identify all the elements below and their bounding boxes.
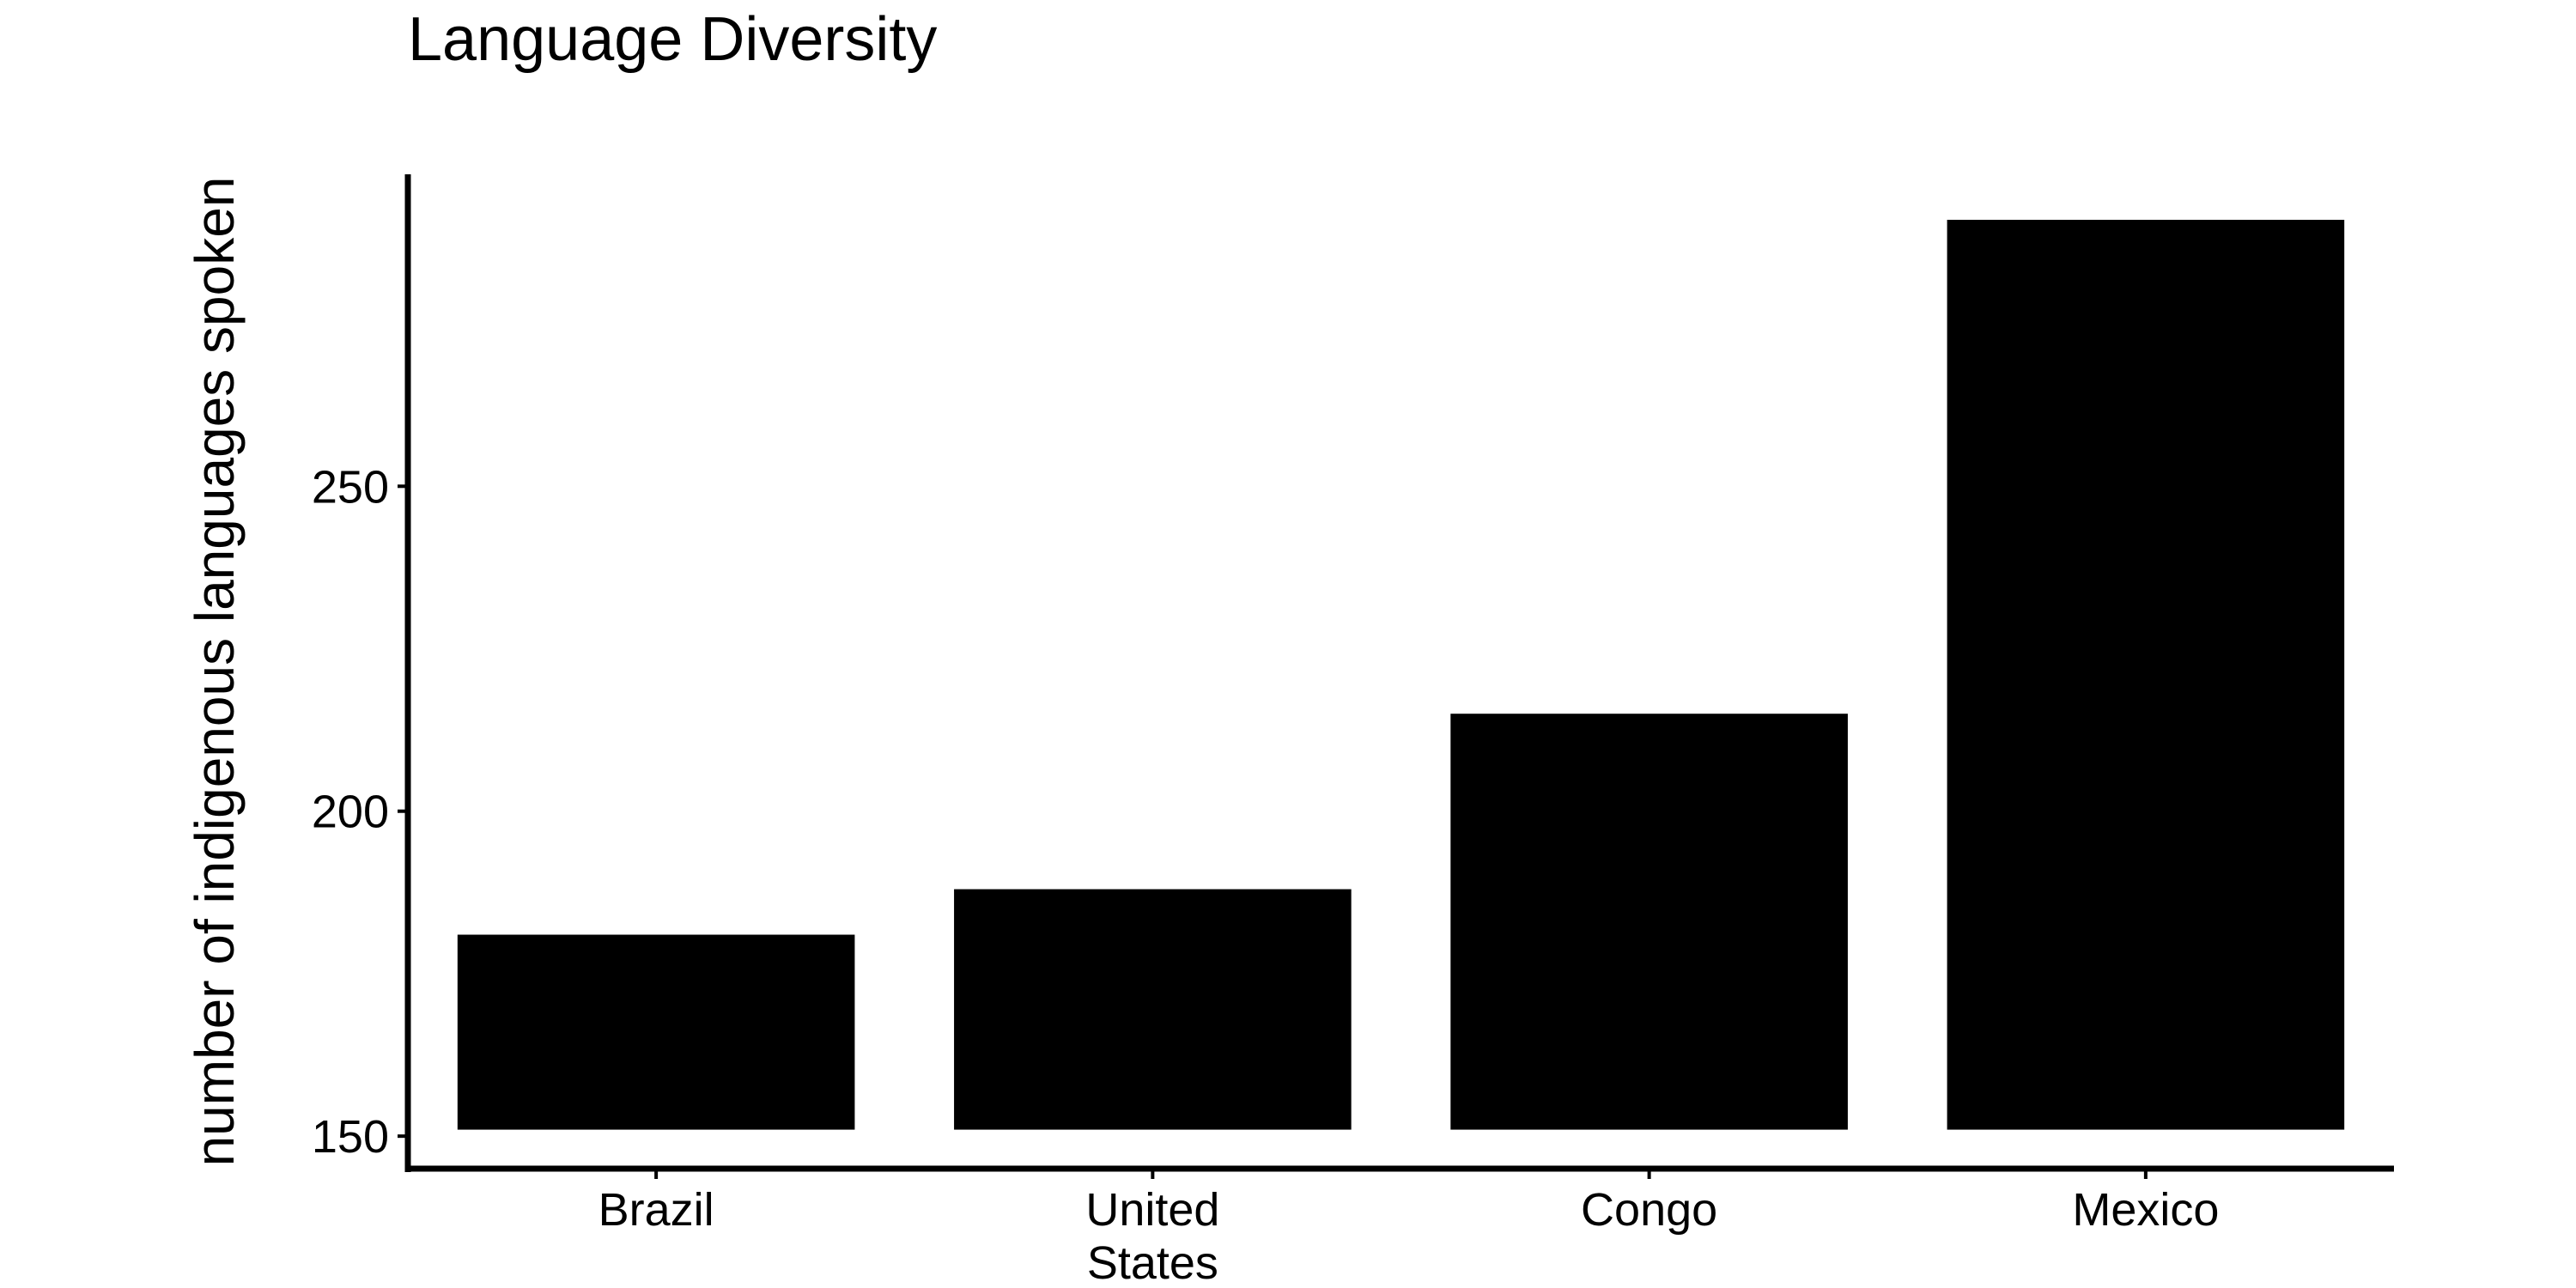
x-tick-label-brazil: Brazil	[598, 1184, 714, 1236]
bars-group	[457, 219, 2345, 1130]
x-tick-label-mexico: Mexico	[2072, 1184, 2219, 1236]
bar-mexico	[1947, 219, 2345, 1130]
bar-brazil	[457, 934, 855, 1130]
bar-congo	[1450, 714, 1848, 1130]
x-axis-ticks: Brazil United States Congo Mexico	[598, 1169, 2219, 1288]
y-tick-label-200: 200	[312, 787, 389, 838]
y-axis-title: number of indigenous languages spoken	[184, 177, 246, 1167]
y-axis-ticks: 150 200 250	[312, 461, 408, 1163]
x-tick-label-congo: Congo	[1581, 1184, 1717, 1236]
bar-united-states	[954, 889, 1352, 1130]
x-tick-label-united-states: United States	[1085, 1184, 1219, 1288]
y-tick-label-150: 150	[312, 1111, 389, 1163]
y-tick-label-250: 250	[312, 461, 389, 513]
chart-title: Language Diversity	[408, 5, 937, 74]
